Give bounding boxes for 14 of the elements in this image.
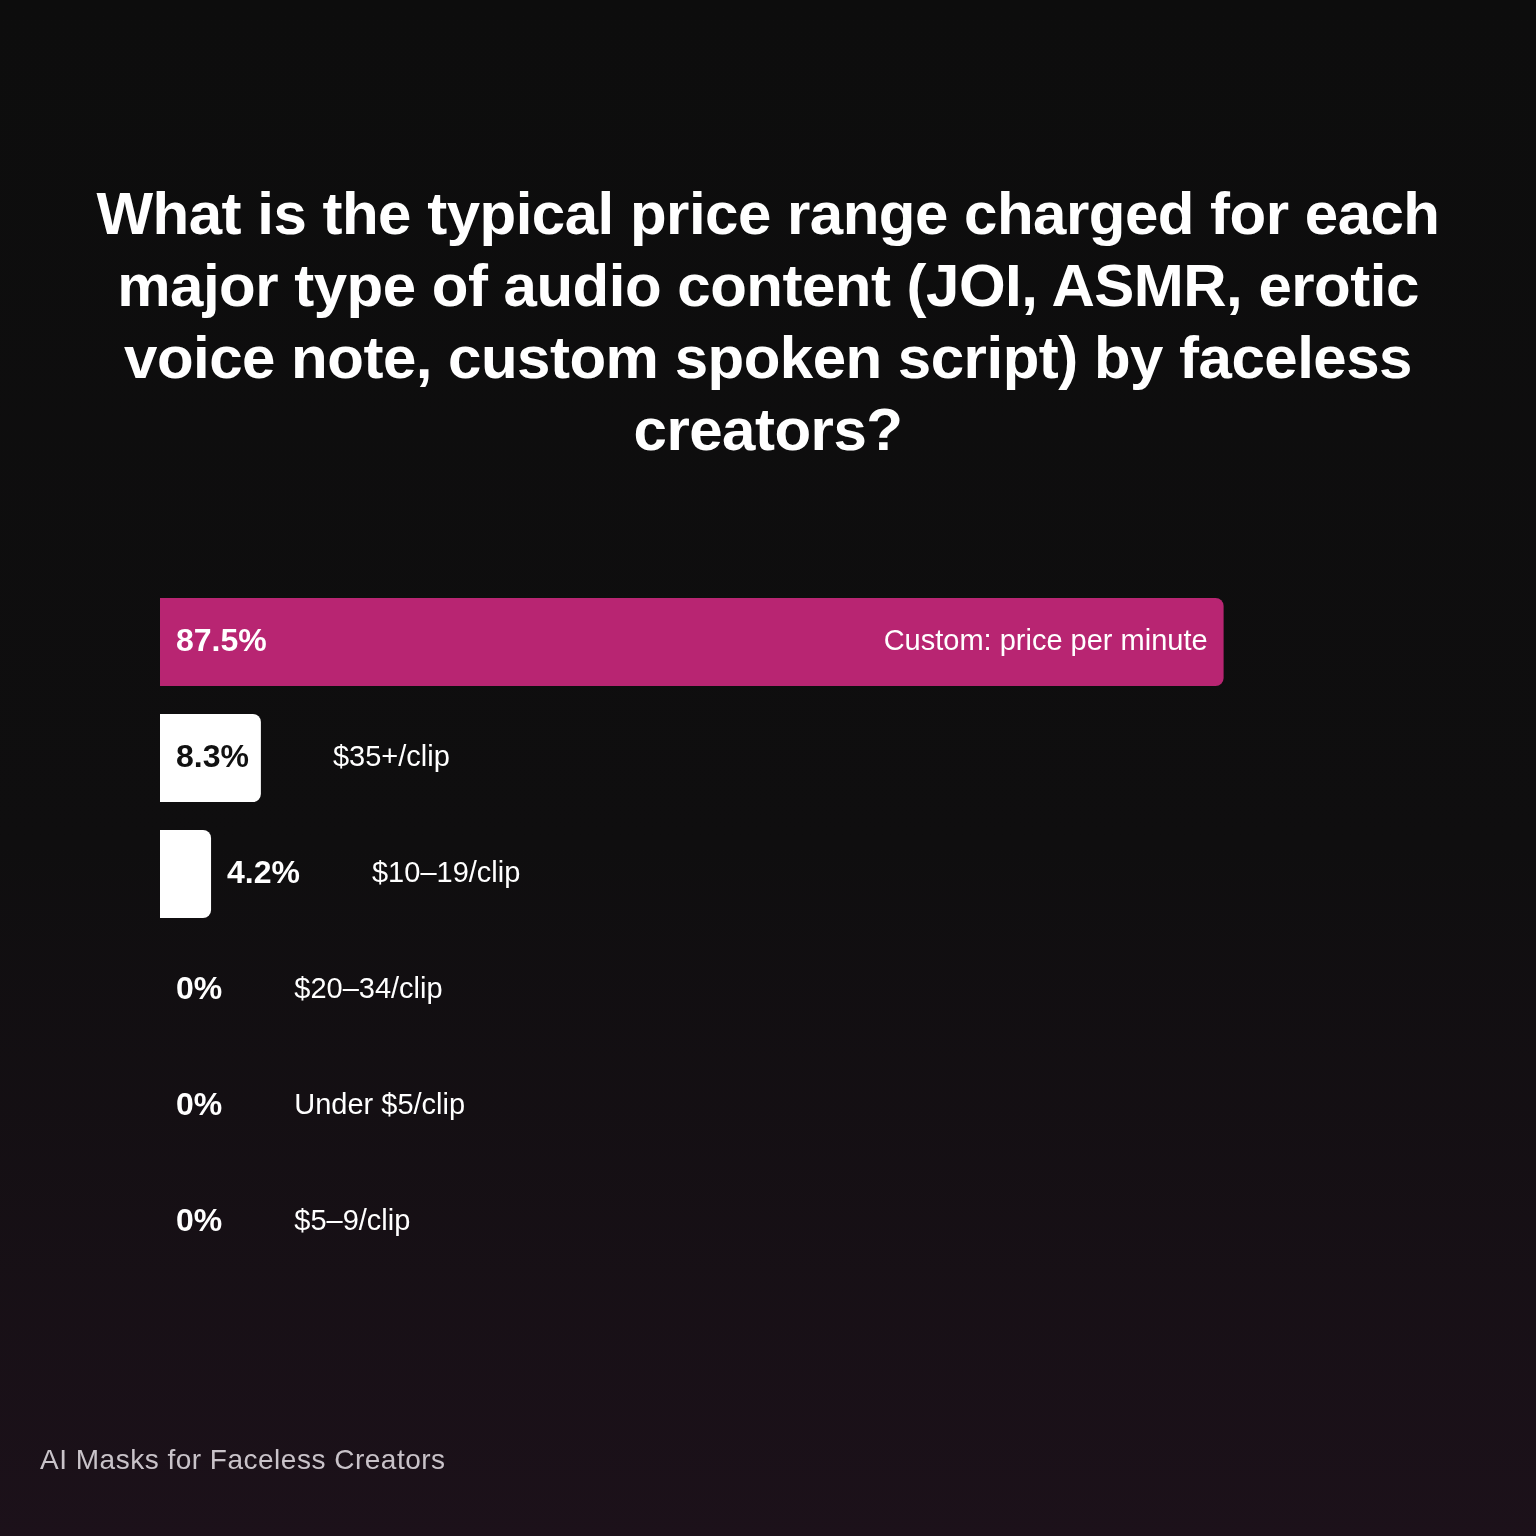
data-label: 87.5% (176, 621, 267, 658)
data-label: 0% (176, 1085, 223, 1122)
y-tick-label: Under $5/clip (294, 1088, 466, 1120)
chart-title: What is the typical price range charged for each major type of audio content (JOI, ASMR, erotic voice note, custom spoken script) by faceless creators? (95, 179, 1441, 465)
data-label: 0% (176, 969, 223, 1006)
y-tick-label: $10–19/clip (371, 856, 521, 888)
y-tick-label: $35+/clip (332, 740, 450, 772)
text: AI Masks for Faceless Creators (40, 1444, 446, 1476)
data-label: 4.2% (227, 853, 300, 890)
data-label: 0% (176, 1201, 223, 1238)
y-tick-label: $20–34/clip (294, 972, 443, 1004)
y-tick-label: $5–9/clip (294, 1204, 411, 1236)
y-tick-label: Custom: price per minute (883, 624, 1208, 656)
data-label: 8.3% (176, 737, 249, 774)
